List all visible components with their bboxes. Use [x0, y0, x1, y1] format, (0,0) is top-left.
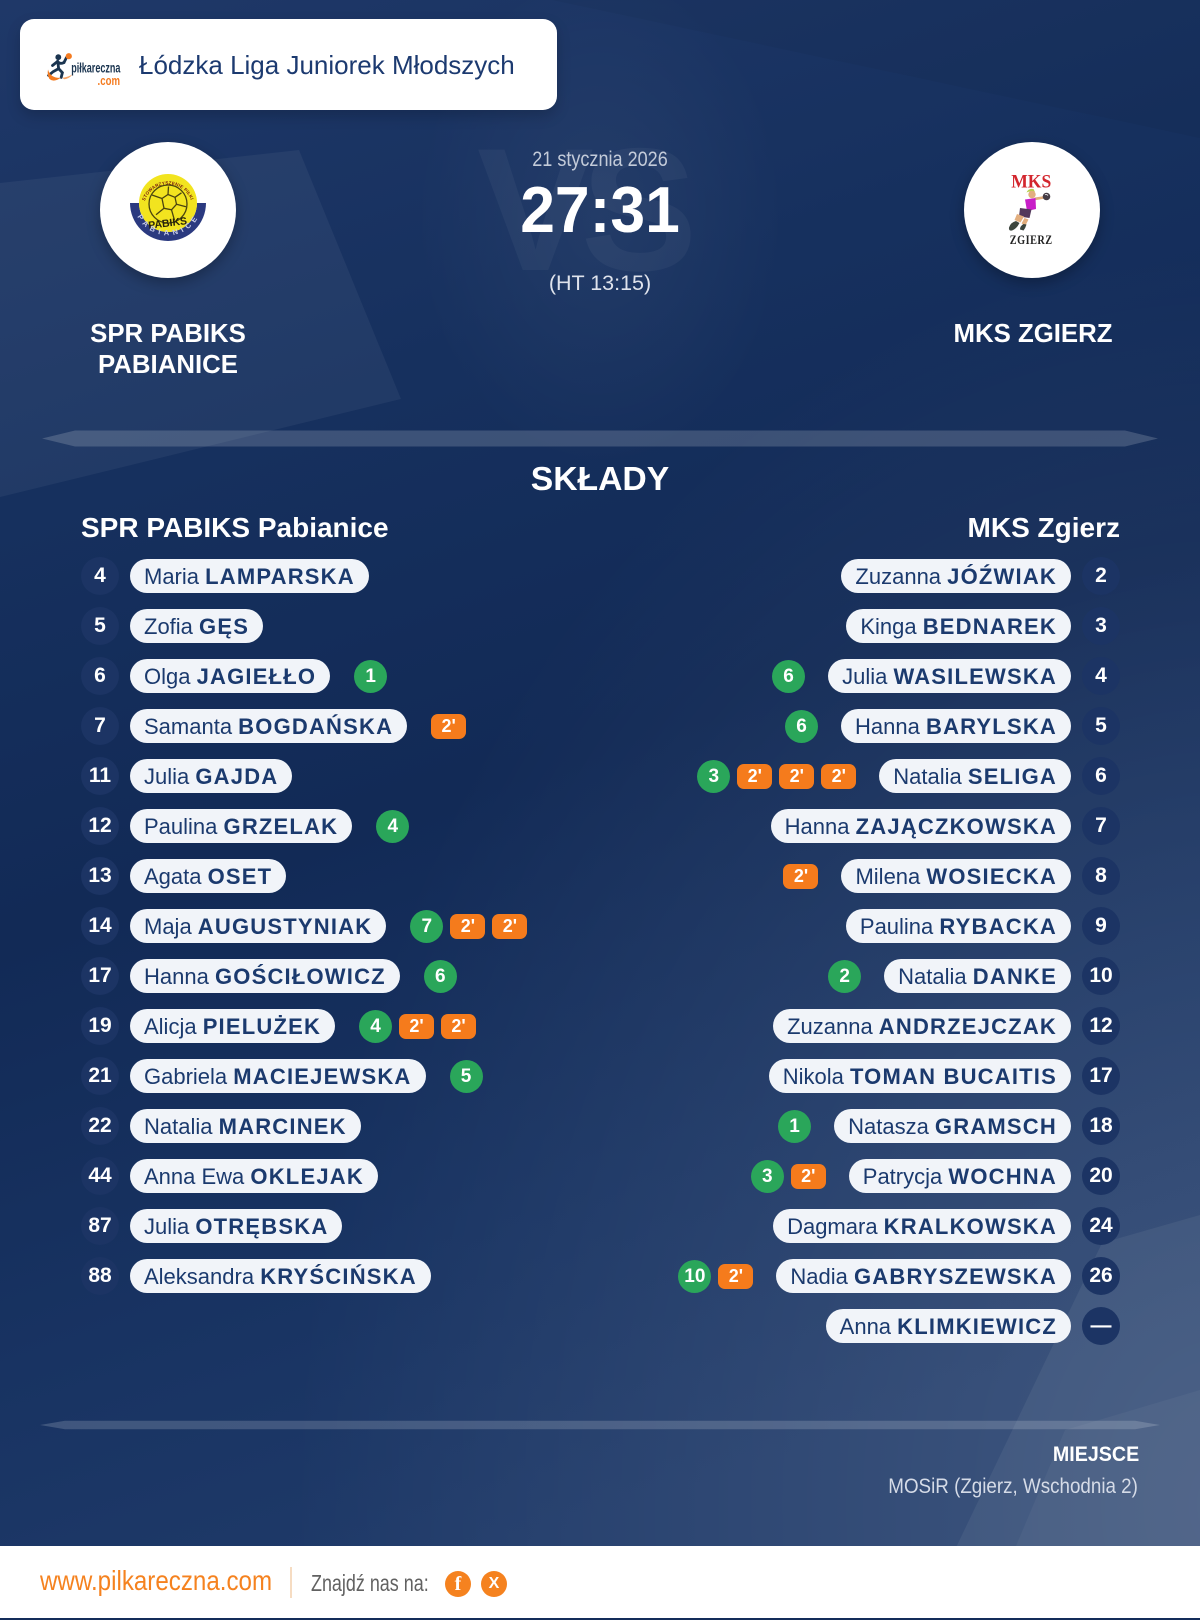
svg-text:ZGIERZ: ZGIERZ	[1010, 234, 1053, 247]
svg-text:PABIKS: PABIKS	[148, 215, 188, 232]
svg-text:.com: .com	[98, 75, 121, 88]
svg-text:piłkareczna: piłkareczna	[71, 62, 121, 76]
svg-text:VS: VS	[477, 113, 691, 308]
svg-text:MKS: MKS	[1011, 171, 1051, 192]
